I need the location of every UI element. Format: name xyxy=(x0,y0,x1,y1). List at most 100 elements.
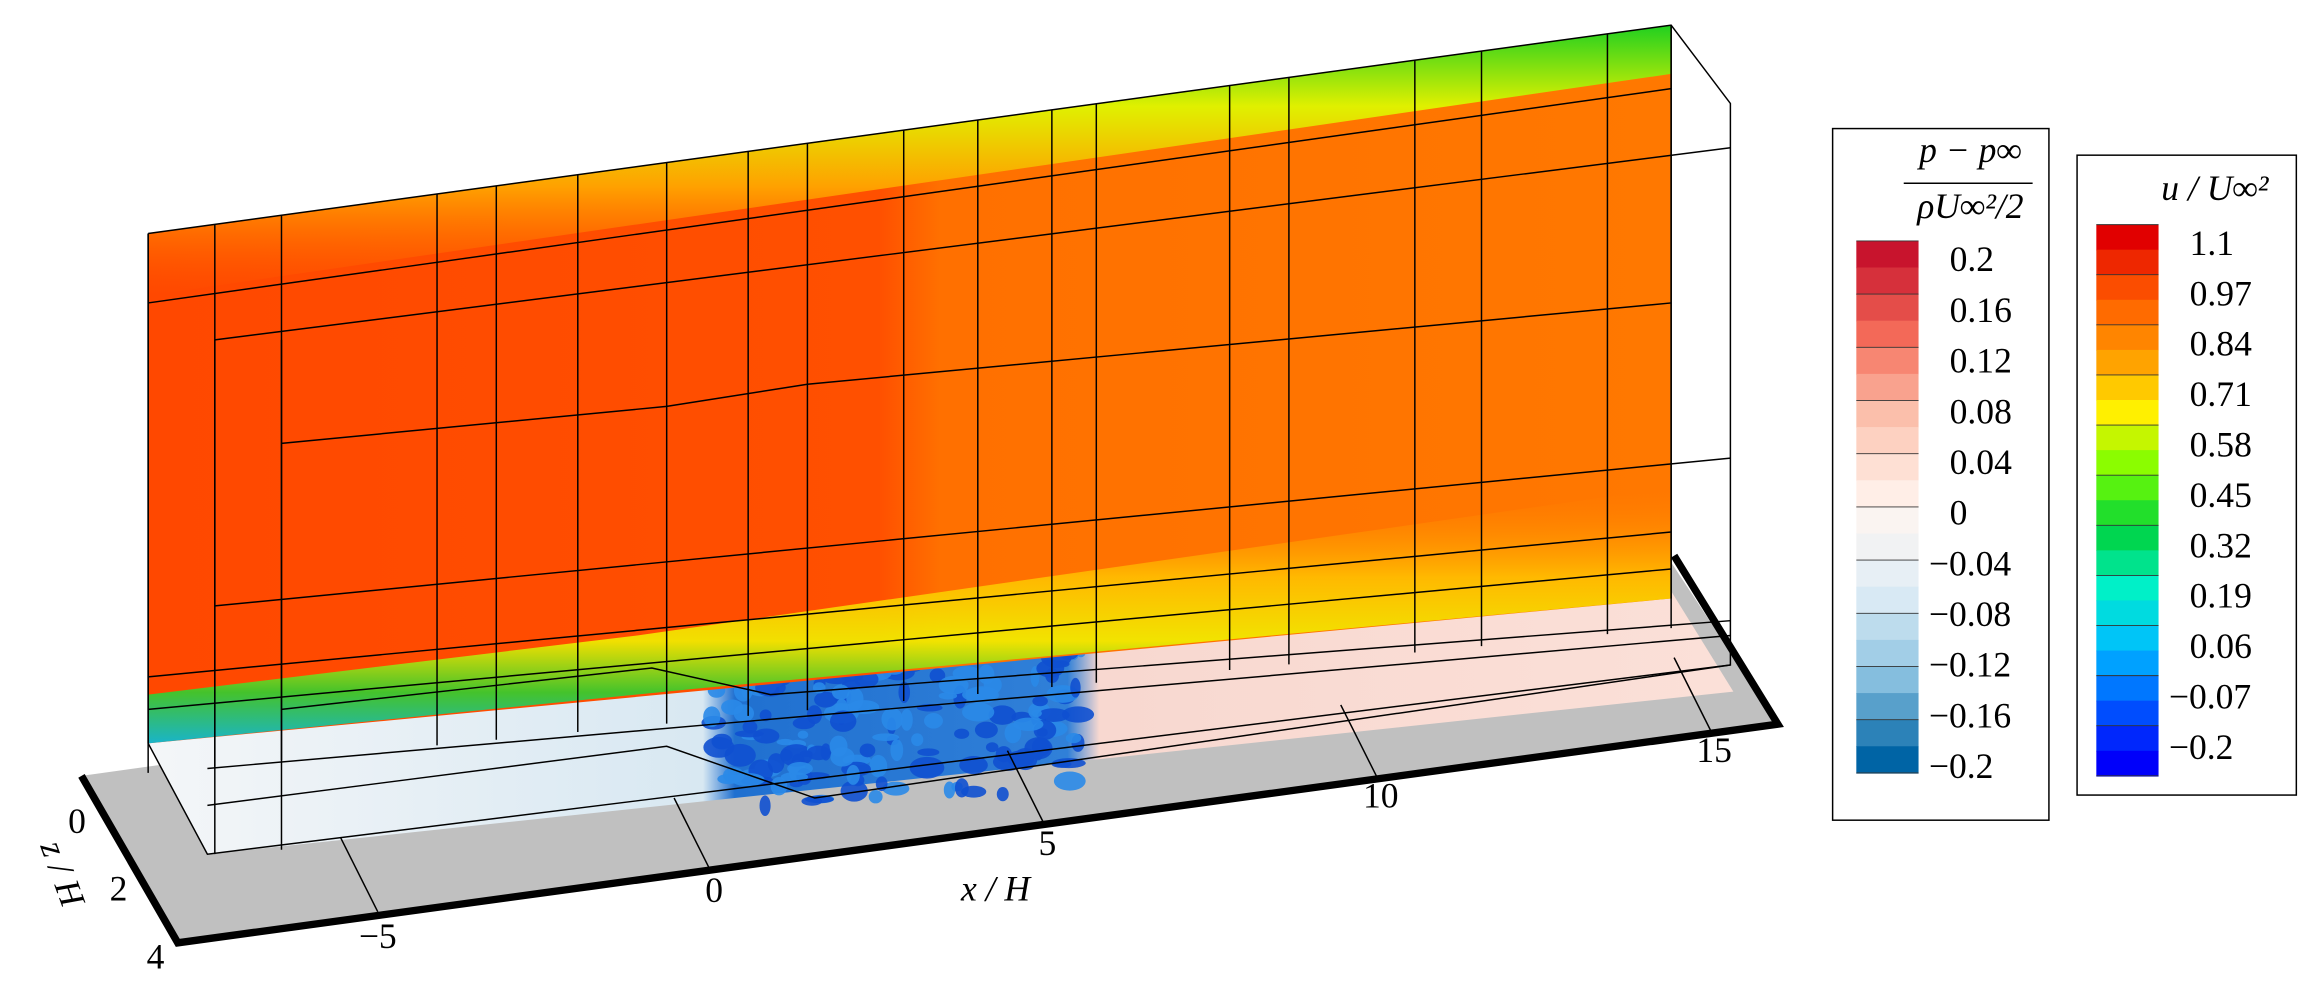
x-tick-label: 5 xyxy=(1039,823,1057,863)
x-tick-label: 15 xyxy=(1696,730,1732,770)
patch xyxy=(974,721,998,739)
patch xyxy=(872,733,900,741)
color-band xyxy=(2096,400,2159,426)
wire-line xyxy=(207,664,1731,807)
z-axis-label: z / H xyxy=(32,834,94,914)
velocity-tick-label: 1.1 xyxy=(2190,223,2234,263)
color-band xyxy=(1856,400,1919,428)
patch xyxy=(909,756,945,779)
velocity-tick-label: 0.97 xyxy=(2190,273,2252,313)
z-tick-label: 0 xyxy=(68,801,86,841)
velocity-title: u / U∞² xyxy=(2161,168,2269,208)
color-band xyxy=(2096,625,2159,652)
pressure-tick-label: −0.08 xyxy=(1929,594,2011,634)
color-band xyxy=(2096,249,2159,276)
floor-line xyxy=(1340,704,1379,780)
wire-line xyxy=(148,87,1672,304)
patch xyxy=(840,780,868,802)
color-band xyxy=(1856,693,1919,721)
patch xyxy=(929,668,946,683)
patch xyxy=(1037,708,1070,722)
color-band xyxy=(1856,427,1919,455)
patch xyxy=(954,728,970,739)
wire-line xyxy=(281,302,1672,445)
color-band xyxy=(2096,575,2159,602)
wire-line xyxy=(281,619,1731,711)
patch xyxy=(787,762,813,775)
wire-line xyxy=(207,634,1731,770)
color-band xyxy=(1856,639,1919,668)
color-band xyxy=(1856,480,1919,508)
color-band xyxy=(2096,500,2159,527)
floor-line xyxy=(1006,750,1046,825)
x-axis-label: x / H xyxy=(960,869,1032,909)
color-band xyxy=(2096,374,2159,401)
color-band xyxy=(1856,719,1919,748)
patch xyxy=(731,773,765,787)
velocity-tick-label: 0.32 xyxy=(2190,525,2252,565)
x-tick-label: 10 xyxy=(1363,776,1399,816)
color-band xyxy=(1856,267,1919,295)
velocity-tick-label: 0.71 xyxy=(2190,374,2252,414)
wireframe xyxy=(147,24,1732,855)
patch xyxy=(868,790,883,804)
bottom-band xyxy=(148,487,1672,744)
pressure-tick-label: −0.12 xyxy=(1929,645,2011,685)
patch xyxy=(869,754,888,778)
patch xyxy=(829,735,848,757)
patch xyxy=(954,778,969,798)
patch xyxy=(988,705,1017,725)
velocity-tick-label: 0.19 xyxy=(2190,576,2252,616)
pressure-numerator: p − p∞ xyxy=(1916,130,2022,170)
patch xyxy=(985,742,999,753)
color-band xyxy=(1856,347,1919,375)
velocity-tick-label: 0.58 xyxy=(2190,425,2252,465)
x-tick-label: 0 xyxy=(705,870,723,910)
patch xyxy=(962,687,998,702)
color-band xyxy=(1856,453,1919,482)
color-band xyxy=(2096,450,2159,476)
patch xyxy=(952,666,982,681)
wire-line xyxy=(148,568,1672,711)
color-band xyxy=(1856,586,1919,615)
patch xyxy=(890,739,904,762)
color-band xyxy=(1856,560,1919,588)
patch xyxy=(924,713,943,729)
floor-edge xyxy=(78,553,1784,947)
pressure-tick-label: 0.04 xyxy=(1950,442,2012,482)
color-band xyxy=(2096,700,2159,727)
patch xyxy=(1032,695,1048,707)
color-band xyxy=(2096,224,2159,251)
patch xyxy=(962,702,995,722)
patch xyxy=(1024,737,1053,760)
patch xyxy=(721,699,744,715)
patch xyxy=(814,691,837,708)
patch xyxy=(1036,659,1065,678)
patch xyxy=(1053,771,1086,791)
color-band xyxy=(2096,349,2159,376)
pressure-tick-label: 0.16 xyxy=(1950,290,2012,330)
color-band xyxy=(1856,294,1919,322)
color-band xyxy=(2096,274,2159,301)
color-band xyxy=(2096,725,2159,752)
color-band xyxy=(2096,650,2159,677)
patch xyxy=(996,787,1009,802)
floor-line xyxy=(673,797,712,873)
velocity-tick-label: 0.84 xyxy=(2190,324,2252,364)
x-tick-label: −5 xyxy=(359,916,397,956)
color-band xyxy=(1856,613,1919,641)
pressure-tick-label: −0.2 xyxy=(1929,746,1993,786)
patch xyxy=(900,708,913,731)
velocity-tick-label: −0.2 xyxy=(2169,727,2233,767)
color-band xyxy=(1856,240,1919,269)
velocity-tick-label: −0.07 xyxy=(2169,677,2251,717)
color-band xyxy=(2096,324,2159,351)
color-band xyxy=(1856,373,1919,402)
velocity-tick-label: 0.45 xyxy=(2190,475,2252,515)
patch xyxy=(943,781,956,799)
pressure-tick-label: 0.08 xyxy=(1950,391,2012,431)
patch xyxy=(846,764,860,785)
